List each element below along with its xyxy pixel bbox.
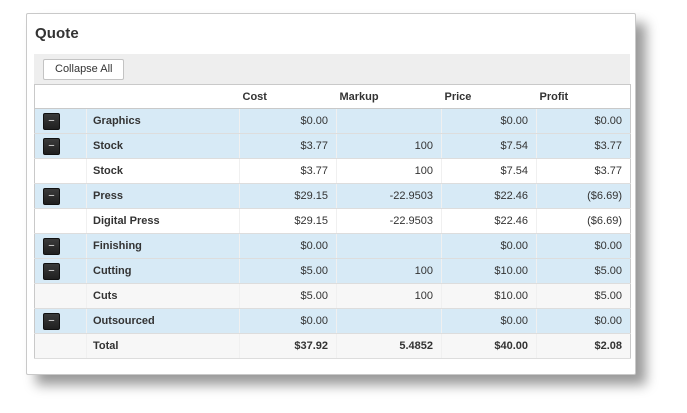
- expander-cell: [34, 333, 87, 359]
- collapse-row-button[interactable]: −: [43, 112, 60, 130]
- price-cell: $10.00: [441, 283, 537, 309]
- table-row-cuts: Cuts $5.00 100 $10.00 $5.00: [34, 283, 631, 309]
- quote-table: Cost Markup Price Profit − Graphics $0.0…: [34, 84, 631, 359]
- cost-cell: $3.77: [239, 158, 337, 184]
- collapse-row-button[interactable]: −: [43, 237, 60, 255]
- cost-cell: $0.00: [239, 308, 337, 334]
- expander-cell: [34, 283, 87, 309]
- profit-cell: $0.00: [536, 108, 631, 134]
- profit-cell: $5.00: [536, 258, 631, 284]
- quote-panel: Quote Collapse All Cost Markup Price Pro…: [26, 13, 636, 375]
- price-cell: $22.46: [441, 208, 537, 234]
- price-cell: $22.46: [441, 183, 537, 209]
- row-label: Graphics: [86, 108, 240, 134]
- row-label: Cutting: [86, 258, 240, 284]
- collapse-all-button[interactable]: Collapse All: [43, 58, 125, 80]
- table-row-cutting: − Cutting $5.00 100 $10.00 $5.00: [34, 258, 631, 284]
- table-row-press: − Press $29.15 -22.9503 $22.46 ($6.69): [34, 183, 631, 209]
- price-cell: $0.00: [441, 108, 537, 134]
- price-cell: $0.00: [441, 233, 537, 259]
- collapse-row-button[interactable]: −: [43, 187, 60, 205]
- table-row-stock: − Stock $3.77 100 $7.54 $3.77: [34, 133, 631, 159]
- price-cell: $7.54: [441, 133, 537, 159]
- row-label: Digital Press: [86, 208, 240, 234]
- expander-cell: [34, 158, 87, 184]
- price-cell: $7.54: [441, 158, 537, 184]
- price-cell: $0.00: [441, 308, 537, 334]
- markup-cell: -22.9503: [336, 208, 442, 234]
- cost-cell: $29.15: [239, 208, 337, 234]
- markup-cell: -22.9503: [336, 183, 442, 209]
- table-row-finishing: − Finishing $0.00 $0.00 $0.00: [34, 233, 631, 259]
- row-label: Press: [86, 183, 240, 209]
- cost-cell: $5.00: [239, 283, 337, 309]
- table-row-total: Total $37.92 5.4852 $40.00 $2.08: [34, 333, 631, 359]
- profit-cell: $5.00: [536, 283, 631, 309]
- header-price: Price: [441, 84, 537, 109]
- markup-cell: [336, 233, 442, 259]
- profit-cell: $3.77: [536, 158, 631, 184]
- header-markup: Markup: [336, 84, 442, 109]
- expander-cell: −: [34, 308, 87, 334]
- table-row-outsourced: − Outsourced $0.00 $0.00 $0.00: [34, 308, 631, 334]
- markup-cell: [336, 308, 442, 334]
- cost-cell: $0.00: [239, 108, 337, 134]
- header-label-column: [86, 84, 240, 109]
- table-header-row: Cost Markup Price Profit: [34, 84, 631, 109]
- page-title: Quote: [35, 25, 79, 42]
- expander-cell: −: [34, 233, 87, 259]
- cost-cell: $0.00: [239, 233, 337, 259]
- profit-cell: $3.77: [536, 133, 631, 159]
- expander-cell: −: [34, 108, 87, 134]
- cost-cell: $5.00: [239, 258, 337, 284]
- row-label: Stock: [86, 133, 240, 159]
- expander-cell: [34, 208, 87, 234]
- expander-cell: −: [34, 133, 87, 159]
- collapse-row-button[interactable]: −: [43, 262, 60, 280]
- cost-cell: $37.92: [239, 333, 337, 359]
- price-cell: $10.00: [441, 258, 537, 284]
- table-row-digital-press: Digital Press $29.15 -22.9503 $22.46 ($6…: [34, 208, 631, 234]
- price-cell: $40.00: [441, 333, 537, 359]
- markup-cell: 100: [336, 258, 442, 284]
- row-label: Outsourced: [86, 308, 240, 334]
- row-label: Finishing: [86, 233, 240, 259]
- profit-cell: $0.00: [536, 308, 631, 334]
- profit-cell: $0.00: [536, 233, 631, 259]
- cost-cell: $29.15: [239, 183, 337, 209]
- toolbar: Collapse All: [34, 54, 630, 84]
- profit-cell: ($6.69): [536, 208, 631, 234]
- collapse-row-button[interactable]: −: [43, 312, 60, 330]
- table-row-stock-child: Stock $3.77 100 $7.54 $3.77: [34, 158, 631, 184]
- profit-cell: $2.08: [536, 333, 631, 359]
- table-row-graphics: − Graphics $0.00 $0.00 $0.00: [34, 108, 631, 134]
- row-label: Total: [86, 333, 240, 359]
- collapse-row-button[interactable]: −: [43, 137, 60, 155]
- markup-cell: 5.4852: [336, 333, 442, 359]
- header-profit: Profit: [536, 84, 631, 109]
- row-label: Stock: [86, 158, 240, 184]
- row-label: Cuts: [86, 283, 240, 309]
- markup-cell: 100: [336, 283, 442, 309]
- markup-cell: 100: [336, 133, 442, 159]
- header-cost: Cost: [239, 84, 337, 109]
- expander-cell: −: [34, 258, 87, 284]
- expander-cell: −: [34, 183, 87, 209]
- cost-cell: $3.77: [239, 133, 337, 159]
- markup-cell: [336, 108, 442, 134]
- markup-cell: 100: [336, 158, 442, 184]
- header-expander-column: [34, 84, 87, 109]
- profit-cell: ($6.69): [536, 183, 631, 209]
